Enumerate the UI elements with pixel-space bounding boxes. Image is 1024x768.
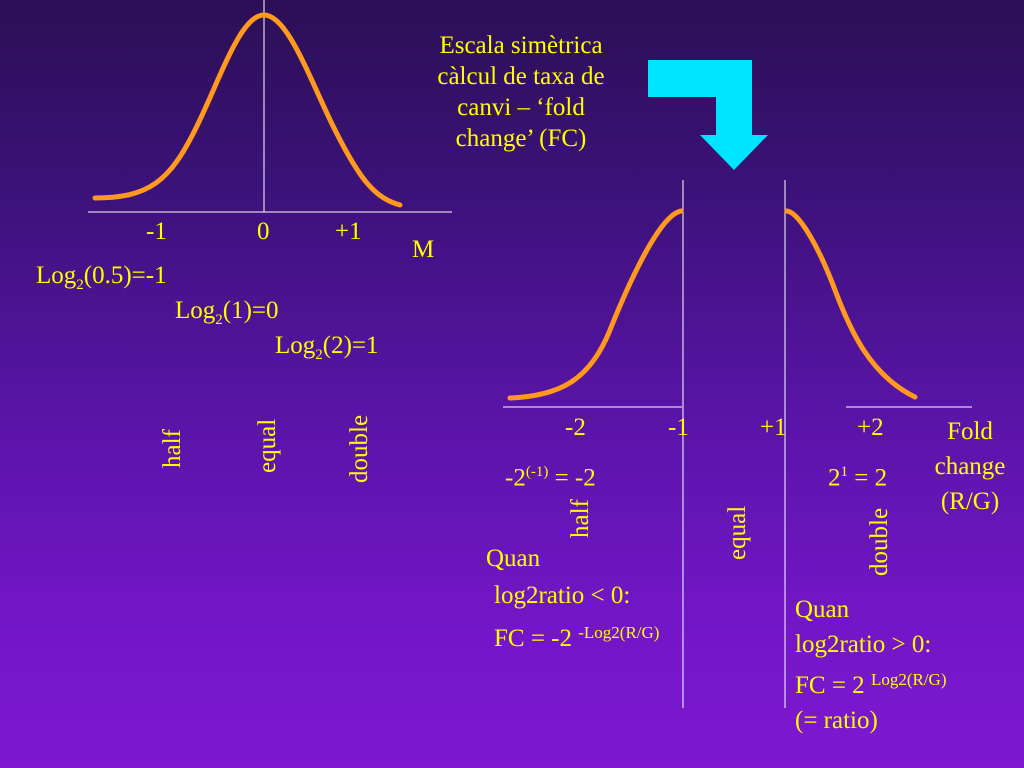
right-axis-label: Fold change (R/G): [934, 418, 1006, 515]
log-line-half: Log2(0.5)=-1: [36, 262, 167, 293]
right-word-equal: equal: [724, 505, 751, 560]
left-axis-label: M: [412, 236, 435, 263]
log-line-double: Log2(2)=1: [275, 332, 379, 363]
title-line: canvi – ‘fold: [457, 94, 585, 121]
left-bell-curve: [92, 12, 403, 208]
left-tick-0: 0: [257, 218, 270, 245]
title-line: Escala simètrica: [439, 32, 603, 59]
right-tick-pos1: +1: [760, 414, 787, 441]
right-tick-neg1: -1: [668, 414, 689, 441]
formula-double: 21 = 2: [828, 464, 888, 492]
left-word-equal: equal: [254, 418, 281, 473]
right-bell-left-half: [507, 208, 684, 401]
title-block: Escala simètrica càlcul de taxa de canvi…: [398, 30, 644, 154]
quan-negative-block: Quan log2ratio < 0: FC = -2 -Log2(R/G): [486, 545, 660, 652]
quan-positive-block: Quan log2ratio > 0: FC = 2 Log2(R/G) (= …: [795, 596, 947, 734]
title-line: càlcul de taxa de: [437, 63, 605, 90]
right-tick-pos2: +2: [857, 414, 884, 441]
right-bell-right-half: [784, 208, 918, 400]
left-tick-pos1: +1: [335, 218, 362, 245]
right-word-half: half: [567, 499, 594, 538]
title-line: change’ (FC): [455, 125, 587, 152]
left-word-half: half: [159, 429, 186, 468]
log-line-equal: Log2(1)=0: [175, 297, 279, 328]
right-word-double: double: [866, 507, 893, 576]
down-arrow-icon: [648, 60, 768, 170]
right-tick-neg2: -2: [565, 414, 586, 441]
formula-half: -2(-1) = -2: [505, 464, 596, 492]
left-tick-neg1: -1: [146, 218, 167, 245]
left-word-double: double: [346, 414, 373, 483]
